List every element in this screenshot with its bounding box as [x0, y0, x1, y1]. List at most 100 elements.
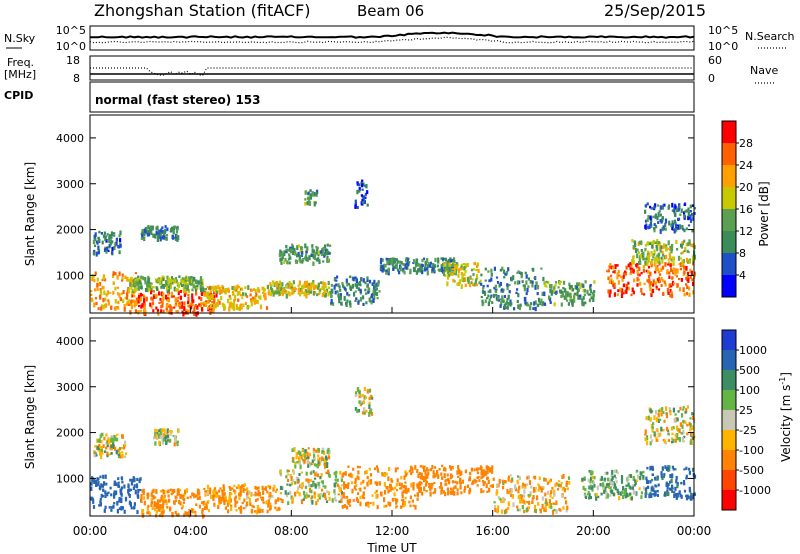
heatmap-cell: [354, 394, 357, 397]
heatmap-cell: [370, 412, 374, 416]
heatmap-cell: [497, 505, 500, 509]
heatmap-cell: [440, 486, 443, 492]
heatmap-cell: [218, 497, 221, 501]
heatmap-cell: [394, 257, 397, 261]
heatmap-cell: [588, 493, 591, 498]
heatmap-cell: [576, 282, 579, 286]
heatmap-cell: [303, 494, 306, 499]
heatmap-cell: [440, 489, 443, 495]
heatmap-cell: [165, 304, 168, 309]
heatmap-cell: [454, 480, 457, 484]
heatmap-cell: [667, 483, 670, 487]
heatmap-cell: [673, 206, 676, 211]
heatmap-cell: [589, 298, 592, 301]
heatmap-cell: [120, 499, 123, 504]
heatmap-cell: [176, 299, 179, 303]
heatmap-cell: [427, 262, 430, 265]
heatmap-cell: [485, 465, 488, 470]
heatmap-cell: [681, 251, 684, 254]
heatmap-cell: [118, 250, 121, 255]
heatmap-cell: [121, 451, 124, 454]
heatmap-cell: [590, 476, 593, 481]
heatmap-cell: [505, 271, 509, 275]
heatmap-cell: [642, 251, 645, 256]
heatmap-cell: [298, 461, 301, 466]
heatmap-cell: [451, 272, 454, 276]
heatmap-cell: [371, 494, 374, 497]
colorbar-swatch: [722, 450, 736, 471]
heatmap-cell: [349, 300, 352, 306]
colorbar-tick-label: -1000: [739, 484, 771, 497]
heatmap-cell: [454, 265, 457, 269]
heatmap-cell: [541, 496, 544, 501]
heatmap-cell: [104, 303, 108, 308]
heatmap-cell: [177, 428, 180, 434]
heatmap-cell: [405, 262, 408, 265]
heatmap-cell: [237, 306, 240, 311]
heatmap-cell: [266, 490, 269, 494]
heatmap-cell: [453, 491, 456, 496]
heatmap-cell: [501, 290, 505, 293]
heatmap-cell: [213, 502, 216, 507]
heatmap-cell: [238, 290, 241, 295]
heatmap-cell: [361, 411, 365, 415]
heatmap-cell: [654, 476, 657, 481]
heatmap-cell: [451, 489, 454, 492]
heatmap-cell: [549, 301, 552, 304]
heatmap-cell: [100, 454, 103, 459]
heatmap-cell: [181, 284, 184, 287]
heatmap-cell: [250, 299, 253, 303]
heatmap-cell: [279, 249, 282, 254]
colorbar-swatch: [722, 231, 736, 254]
heatmap-cell: [305, 280, 309, 286]
heatmap-cell: [335, 470, 338, 474]
heatmap-cell: [120, 492, 123, 497]
heatmap-cell: [642, 255, 645, 261]
heatmap-cell: [451, 480, 454, 484]
heatmap-cell: [478, 281, 481, 285]
heatmap-cell: [408, 500, 411, 504]
heatmap-cell: [662, 429, 665, 432]
heatmap-cell: [333, 489, 336, 494]
heatmap-cell: [466, 276, 470, 282]
heatmap-cell: [645, 269, 648, 273]
heatmap-cell: [632, 260, 635, 265]
heatmap-cell: [340, 495, 343, 499]
heatmap-cell: [161, 301, 164, 305]
heatmap-cell: [516, 288, 519, 291]
heatmap-cell: [410, 482, 413, 488]
heatmap-cell: [360, 394, 363, 398]
heatmap-cell: [250, 491, 253, 497]
heatmap-cell: [321, 494, 324, 498]
heatmap-cell: [305, 289, 308, 293]
heatmap-cell: [274, 490, 278, 493]
heatmap-cell: [287, 291, 290, 295]
heatmap-cell: [325, 459, 328, 463]
heatmap-cell: [160, 291, 163, 296]
heatmap-cell: [433, 466, 437, 469]
heatmap-cell: [486, 490, 489, 493]
heatmap-cell: [134, 284, 137, 290]
heatmap-cell: [661, 466, 664, 471]
heatmap-cell: [251, 504, 254, 508]
heatmap-cell: [475, 467, 479, 472]
heatmap-cell: [291, 481, 294, 486]
heatmap-cell: [416, 469, 419, 473]
heatmap-cell: [200, 303, 203, 308]
heatmap-cell: [306, 459, 309, 465]
heatmap-cell: [287, 473, 290, 476]
heatmap-cell: [518, 485, 521, 490]
heatmap-cell: [657, 483, 660, 487]
heatmap-cell: [667, 258, 670, 261]
heatmap-cell: [506, 489, 509, 494]
heatmap-cell: [101, 485, 104, 488]
heatmap-cell: [544, 282, 547, 287]
heatmap-cell: [680, 208, 683, 213]
colorbar-tick-label: 28: [739, 137, 753, 150]
heatmap-cell: [219, 501, 222, 504]
heatmap-cell: [496, 509, 499, 514]
heatmap-cell: [364, 192, 367, 196]
heatmap-cell: [464, 263, 467, 269]
heatmap-cell: [314, 472, 317, 477]
heatmap-cell: [274, 282, 277, 286]
